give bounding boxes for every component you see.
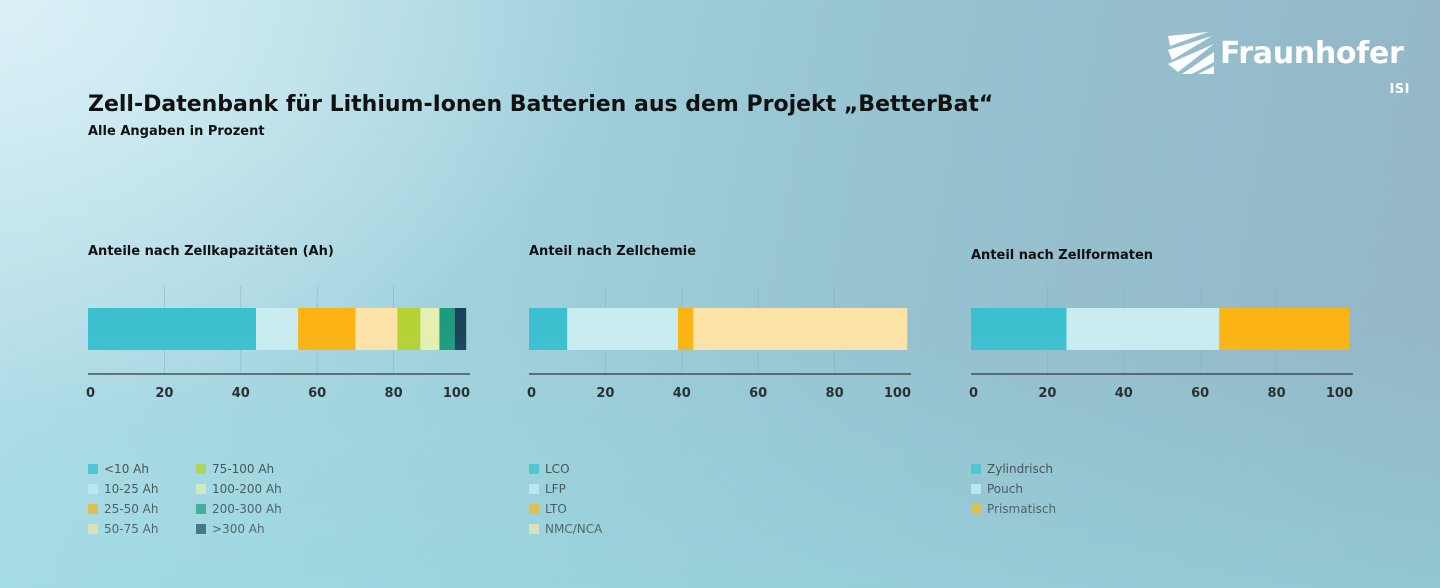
tick-label: 0 bbox=[527, 386, 536, 401]
bar-segment-2 bbox=[298, 308, 356, 350]
page-subtitle: Alle Angaben in Prozent bbox=[88, 124, 265, 139]
bar-segment-0 bbox=[88, 308, 257, 350]
legend-label: 75-100 Ah bbox=[212, 462, 275, 476]
logo-subtitle: ISI bbox=[1389, 82, 1410, 97]
tick-label: 100 bbox=[443, 386, 470, 401]
bar-segment-3 bbox=[355, 308, 398, 350]
tick-label: 100 bbox=[1326, 386, 1353, 401]
legend-label: LTO bbox=[545, 502, 567, 516]
tick-label: 60 bbox=[1191, 386, 1209, 401]
legend-swatch bbox=[529, 464, 539, 474]
chart-format: 0 20 40 60 80 100 bbox=[969, 286, 1353, 401]
legend-label: 50-75 Ah bbox=[104, 522, 159, 536]
legend-label: 100-200 Ah bbox=[212, 482, 282, 496]
chart-capacity: 0 20 40 60 80 100 bbox=[86, 286, 470, 401]
bar-segment-6 bbox=[439, 308, 455, 350]
legend-swatch bbox=[196, 504, 206, 514]
legend-label: >300 Ah bbox=[212, 522, 265, 536]
page-title: Zell-Datenbank für Lithium-Ionen Batteri… bbox=[88, 92, 994, 117]
legend-label: NMC/NCA bbox=[545, 522, 603, 536]
chart-title-capacity: Anteile nach Zellkapazitäten (Ah) bbox=[88, 244, 334, 259]
legend-format: Zylindrisch Pouch Prismatisch bbox=[971, 461, 1171, 521]
legend-label: 25-50 Ah bbox=[104, 502, 159, 516]
tick-label: 20 bbox=[1038, 386, 1056, 401]
chart-title-format: Anteil nach Zellformaten bbox=[971, 248, 1154, 263]
bar-segment-3 bbox=[693, 308, 908, 350]
bar-segment-2 bbox=[1219, 308, 1350, 350]
legend-capacity: <10 Ah 10-25 Ah 25-50 Ah 50-75 Ah 75-100 Ah 1… bbox=[88, 461, 348, 541]
tick-label: 40 bbox=[1115, 386, 1133, 401]
tick-label: 60 bbox=[308, 386, 326, 401]
legend-label: LCO bbox=[545, 462, 570, 476]
legend-label: Zylindrisch bbox=[987, 462, 1053, 476]
bar-segment-0 bbox=[529, 308, 568, 350]
bar-segment-4 bbox=[397, 308, 421, 350]
bar-segment-1 bbox=[1066, 308, 1220, 350]
legend-label: 10-25 Ah bbox=[104, 482, 159, 496]
legend-swatch bbox=[971, 484, 981, 494]
bar-segment-2 bbox=[677, 308, 694, 350]
legend-swatch bbox=[88, 484, 98, 494]
legend-swatch bbox=[971, 504, 981, 514]
chart-chemistry: 0 20 40 60 80 100 bbox=[527, 286, 911, 401]
chart-title-chemistry: Anteil nach Zellchemie bbox=[529, 244, 697, 259]
tick-label: 80 bbox=[1268, 386, 1286, 401]
tick-label: 0 bbox=[969, 386, 978, 401]
legend-swatch bbox=[88, 464, 98, 474]
legend-swatch bbox=[971, 464, 981, 474]
legend-swatch bbox=[88, 524, 98, 534]
legend-swatch bbox=[88, 504, 98, 514]
legend-swatch bbox=[529, 484, 539, 494]
tick-label: 20 bbox=[155, 386, 173, 401]
legend-label: Prismatisch bbox=[987, 502, 1057, 516]
bar-segment-1 bbox=[567, 308, 678, 350]
fraunhofer-stripes-icon bbox=[1168, 32, 1214, 74]
legend-label: <10 Ah bbox=[104, 462, 149, 476]
bar-segment-0 bbox=[971, 308, 1067, 350]
tick-label: 40 bbox=[232, 386, 250, 401]
legend-chemistry: LCO LFP LTO NMC/NCA bbox=[529, 461, 729, 541]
legend-label: LFP bbox=[545, 482, 566, 496]
tick-label: 60 bbox=[749, 386, 767, 401]
fraunhofer-logo: Fraunhofer ISI bbox=[1168, 32, 1418, 102]
legend-swatch bbox=[529, 504, 539, 514]
legend-swatch bbox=[196, 484, 206, 494]
legend-swatch bbox=[196, 524, 206, 534]
bar-segment-7 bbox=[454, 308, 467, 350]
legend-swatch bbox=[529, 524, 539, 534]
tick-label: 0 bbox=[86, 386, 95, 401]
bar-segment-1 bbox=[256, 308, 299, 350]
tick-label: 80 bbox=[385, 386, 403, 401]
legend-label: 200-300 Ah bbox=[212, 502, 282, 516]
legend-label: Pouch bbox=[987, 482, 1023, 496]
tick-label: 20 bbox=[596, 386, 614, 401]
legend-swatch bbox=[196, 464, 206, 474]
tick-label: 40 bbox=[673, 386, 691, 401]
logo-wordmark: Fraunhofer bbox=[1220, 36, 1404, 71]
tick-label: 80 bbox=[826, 386, 844, 401]
bar-segment-5 bbox=[420, 308, 440, 350]
tick-label: 100 bbox=[884, 386, 911, 401]
